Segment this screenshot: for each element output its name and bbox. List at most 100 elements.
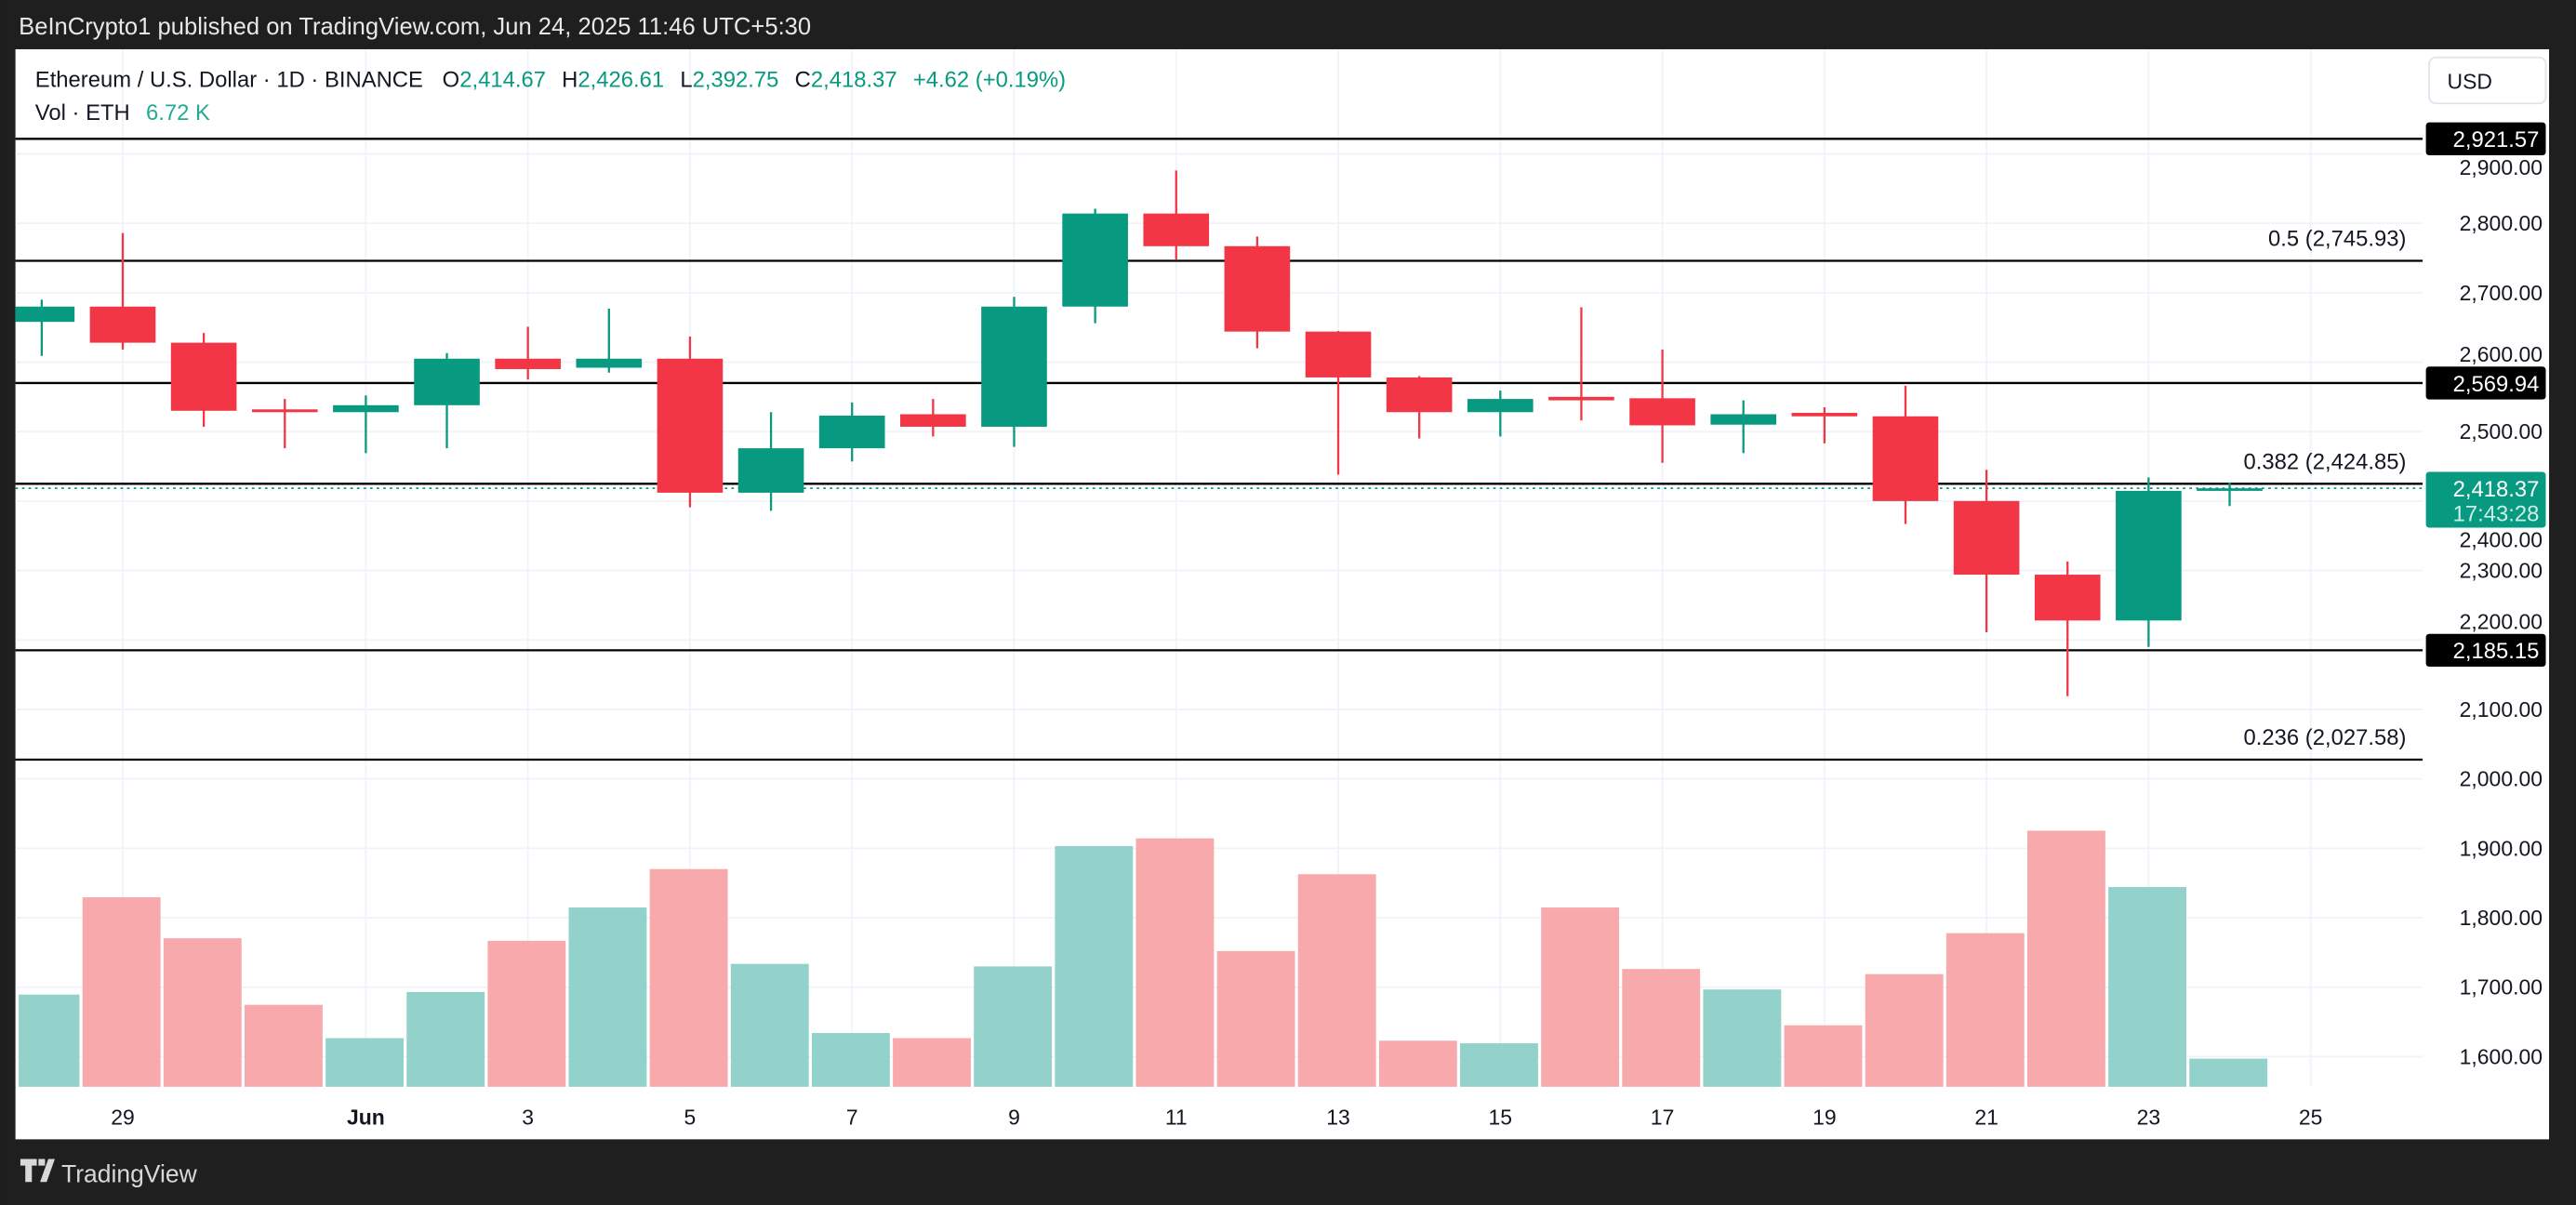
price-tick-label: 2,700.00 <box>2460 281 2543 305</box>
candle-body <box>414 358 480 405</box>
grid <box>15 48 2423 1087</box>
low-label: L <box>680 68 692 93</box>
date-tick-label: 25 <box>2299 1105 2323 1129</box>
candle <box>1062 208 1128 324</box>
candle <box>900 399 966 437</box>
change-value: +4.62 (+0.19%) <box>913 68 1066 93</box>
close-label: C <box>795 68 811 93</box>
volume-bar <box>1865 973 1944 1087</box>
date-tick-label: 13 <box>1326 1105 1350 1129</box>
volume-bar <box>1216 950 1295 1087</box>
volume-bar <box>1945 933 2025 1087</box>
volume-bar <box>893 1038 971 1087</box>
date-tick-label: 21 <box>1974 1105 1998 1129</box>
candles <box>15 170 2263 696</box>
price-tick-label: 2,500.00 <box>2460 419 2543 444</box>
candle <box>1548 307 1614 421</box>
candle-body <box>576 358 643 368</box>
candle <box>15 299 75 356</box>
candle <box>333 395 399 454</box>
candle-body <box>1710 414 1777 425</box>
publish-info: BeInCrypto1 published on TradingView.com… <box>19 14 811 40</box>
date-tick-label: 11 <box>1165 1105 1188 1129</box>
candle-body <box>1224 245 1291 332</box>
volume-bar <box>82 897 161 1087</box>
candle <box>1305 330 1372 475</box>
volume-bar <box>1784 1025 1863 1087</box>
high-label: H <box>562 68 578 93</box>
currency-button[interactable]: USD <box>2428 56 2547 105</box>
candle-body <box>657 358 724 493</box>
price-axis[interactable]: 2,900.00 2,800.00 2,700.00 2,600.00 2,500.00… <box>2425 155 2546 1068</box>
candle <box>1143 170 1210 259</box>
candle-body <box>818 416 885 449</box>
price-tick-label: 2,800.00 <box>2460 211 2543 235</box>
candle-body <box>495 358 561 369</box>
volume-bar <box>1378 1040 1457 1087</box>
symbol-name: Ethereum / U.S. Dollar · 1D · BINANCE <box>35 68 423 93</box>
candle <box>2034 561 2101 696</box>
candle-body <box>1629 398 1695 426</box>
fib-level-label: 0.382 (2,424.85) <box>2244 449 2407 474</box>
level-price-badge-text: 2,921.57 <box>2453 127 2540 152</box>
candle <box>737 412 804 511</box>
volume-bars <box>19 830 2268 1087</box>
volume-bar <box>2108 887 2186 1087</box>
candle-body <box>1386 377 1453 413</box>
candle-body <box>1791 413 1858 417</box>
candle-body <box>900 414 966 427</box>
volume-bar <box>1135 838 1215 1087</box>
candle <box>495 326 561 380</box>
open-value: 2,414.67 <box>459 68 546 93</box>
volume-bar <box>19 994 80 1087</box>
volume-bar <box>568 907 647 1087</box>
date-tick-label: 23 <box>2137 1105 2161 1129</box>
open-label: O <box>443 68 460 93</box>
price-tick-label: 2,900.00 <box>2460 155 2543 179</box>
tradingview-brand: TradingView <box>61 1159 198 1187</box>
candle-body <box>1953 500 2020 576</box>
candle <box>981 297 1047 447</box>
candle <box>1386 376 1453 439</box>
candle <box>89 232 156 351</box>
price-tick-label: 1,900.00 <box>2460 836 2543 860</box>
level-price-badge-text: 2,569.94 <box>2453 372 2540 397</box>
price-tick-label: 1,700.00 <box>2460 975 2543 1000</box>
candle-body <box>2197 488 2263 491</box>
candle <box>251 399 318 449</box>
candle <box>1953 470 2020 633</box>
candle-body <box>251 409 318 413</box>
volume-bar <box>325 1038 405 1087</box>
level-price-badge <box>2425 366 2546 400</box>
candle <box>657 336 724 508</box>
candle-body <box>1872 416 1939 501</box>
volume-value: 6.72 K <box>146 100 210 126</box>
date-tick-label: 19 <box>1812 1105 1837 1129</box>
volume-bar <box>245 1004 323 1087</box>
candle <box>576 308 643 373</box>
volume-bar <box>1297 874 1376 1087</box>
volume-bar <box>406 991 485 1087</box>
volume-bar <box>1541 907 1620 1087</box>
candle-body <box>333 404 399 413</box>
level-lines: 2,921.57 0.5 (2,745.93) 2,569.94 0.382 (2,4… <box>15 122 2546 761</box>
date-tick-label: 15 <box>1489 1105 1513 1129</box>
time-axis[interactable]: 29 Jun 3 5 7 9 11 13 15 17 19 21 23 25 <box>111 1105 2322 1129</box>
level-price-badge <box>2425 122 2546 155</box>
candle-body <box>1305 331 1372 377</box>
bar-countdown: 17:43:28 <box>2453 501 2540 526</box>
candle-body <box>170 342 237 411</box>
fib-level-label: 0.236 (2,027.58) <box>2244 725 2407 750</box>
volume-bar <box>1055 845 1134 1087</box>
volume-bar <box>1460 1043 1538 1087</box>
price-tick-label: 2,400.00 <box>2460 528 2543 552</box>
price-tick-label: 2,200.00 <box>2460 609 2543 633</box>
volume-bar <box>2026 830 2105 1087</box>
candle-body <box>981 306 1047 427</box>
date-tick-label: 9 <box>1008 1105 1020 1129</box>
candle <box>1791 407 1858 444</box>
last-price-badge <box>2425 471 2546 528</box>
candle <box>1224 236 1291 349</box>
volume-bar <box>1622 969 1701 1087</box>
